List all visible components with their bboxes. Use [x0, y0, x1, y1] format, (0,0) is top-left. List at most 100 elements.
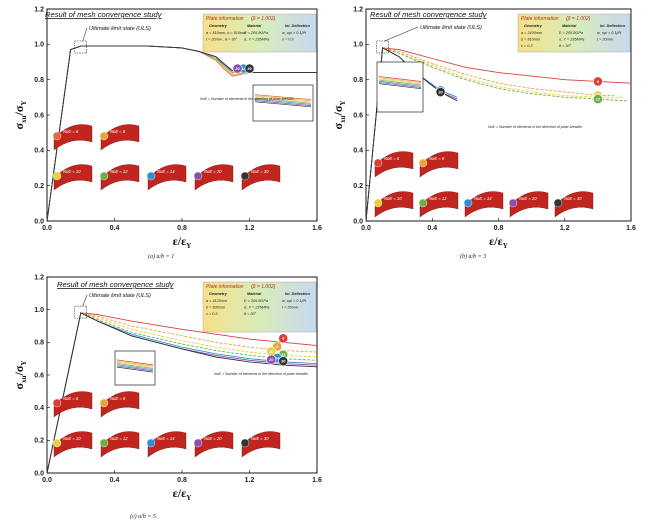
x-tick-label: 0.8 [494, 225, 504, 232]
zoom-line-noe-10 [378, 78, 422, 85]
mesh-plate-shape [241, 164, 281, 191]
uls-pointer [82, 294, 88, 307]
mesh-plate-shape [53, 164, 93, 191]
mesh-noe-label: NoE = 8 [110, 396, 126, 401]
zoom-line-noe-20 [116, 365, 154, 372]
y-tick-label: 0.2 [353, 183, 363, 190]
curve-marker-noe-12 [592, 94, 603, 104]
y-axis-label: σxu/σY [331, 101, 347, 130]
info-box-line: a = 810mm, b = 810mm [206, 31, 246, 35]
info-box-line: θ = 30° [559, 44, 572, 48]
mesh-image: NoE = 8 [99, 391, 140, 418]
chart-title: Result of mesh convergence study [45, 10, 163, 19]
curve-marker-label: 6 [282, 337, 285, 341]
info-box [202, 281, 317, 333]
mesh-marker [146, 438, 156, 448]
info-box-col-heading: Geometry [209, 24, 228, 28]
series-line-noe-10 [46, 312, 318, 474]
mesh-noe-label: NoE = 12 [110, 169, 128, 174]
y-tick-label: 1.0 [353, 42, 363, 49]
mesh-marker [193, 438, 203, 448]
zoom-line-noe-20 [378, 82, 422, 88]
mesh-marker [52, 131, 62, 141]
panel-caption: (a) a/b = 1 [148, 253, 174, 260]
mesh-image: NoE = 12 [99, 431, 140, 458]
x-tick-label: 0.8 [177, 477, 187, 484]
x-tick-label: 0.4 [110, 477, 120, 484]
mesh-noe-label: NoE = 6 [384, 156, 400, 161]
curve-marker-label: 30 [247, 67, 252, 71]
curve-marker-label: 8 [276, 345, 279, 349]
mesh-noe-label: NoE = 20 [204, 169, 222, 174]
mesh-image: NoE = 30 [240, 164, 281, 191]
x-axis-label: ε/εY [489, 234, 508, 250]
info-box-line: a = 4120mm [206, 299, 227, 303]
info-box-line: ν = 0.3 [521, 44, 533, 48]
info-box-col-heading: Ini. Deflection [600, 24, 626, 28]
zoom-line-noe-14 [116, 364, 154, 371]
uls-marker-box [376, 40, 389, 54]
mesh-noe-label: NoE = 12 [110, 436, 128, 441]
mesh-marker [193, 171, 203, 181]
y-axis-label: σxu/σY [12, 361, 28, 390]
zoom-line-noe-6 [378, 76, 422, 82]
mesh-noe-label: NoE = 14 [474, 196, 492, 201]
chart-panel-3: 0.0 0.2 0.4 0.6 0.8 1.0 1.2 0.0 0.4 0.8 1.2 1.6 ε/εY… [12, 274, 322, 520]
zoom-line-noe-6 [116, 359, 154, 366]
series-line-noe-8 [46, 312, 318, 474]
x-tick-label: 1.6 [312, 477, 322, 484]
mesh-image: NoE = 14 [146, 164, 187, 191]
mesh-marker [373, 158, 383, 168]
noe-note: NoE = Number of elements in the directio… [214, 372, 308, 376]
series-line-noe-6 [365, 47, 632, 222]
info-box-col-heading: Geometry [209, 292, 228, 296]
info-box-line: θ = 30° [244, 312, 257, 316]
mesh-noe-label: NoE = 10 [63, 436, 81, 441]
curve-marker-noe-30 [278, 356, 289, 367]
mesh-noe-label: NoE = 30 [564, 196, 582, 201]
zoom-inset [114, 350, 156, 386]
mesh-plate-shape [554, 191, 594, 218]
mesh-image: NoE = 20 [193, 431, 234, 458]
zoom-line-noe-6 [254, 94, 312, 100]
mesh-plate-shape [53, 431, 93, 458]
curve-marker-noe-20 [232, 63, 243, 74]
x-tick-label: 0.0 [361, 225, 371, 232]
mesh-plate-shape [100, 124, 140, 151]
mesh-noe-label: NoE = 8 [429, 156, 445, 161]
info-box-col-heading: Material [247, 24, 262, 28]
mesh-plate-shape [53, 124, 93, 151]
mesh-noe-label: NoE = 10 [63, 169, 81, 174]
mesh-image: NoE = 10 [52, 431, 93, 458]
mesh-image: NoE = 14 [146, 431, 187, 458]
info-box-col-heading: Material [562, 24, 577, 28]
mesh-marker [52, 171, 62, 181]
mesh-plate-shape [419, 151, 459, 178]
mesh-image: NoE = 6 [52, 124, 93, 151]
panel-caption: (c) a/b = 5 [130, 513, 156, 520]
mesh-marker [99, 438, 109, 448]
mesh-marker [99, 171, 109, 181]
x-tick-label: 1.2 [560, 225, 570, 232]
mesh-plate-shape [100, 164, 140, 191]
mesh-plate-shape [53, 391, 93, 418]
mesh-image: NoE = 14 [463, 191, 504, 218]
uls-pointer [384, 26, 419, 42]
mesh-noe-label: NoE = 6 [63, 396, 79, 401]
zoom-line-noe-12 [378, 79, 422, 86]
mesh-marker [52, 398, 62, 408]
mesh-plate-shape [147, 164, 187, 191]
chart-title: Result of mesh convergence study [370, 10, 488, 19]
info-box-header: Plate information [206, 284, 244, 290]
mesh-noe-label: NoE = 10 [384, 196, 402, 201]
x-tick-label: 0.0 [42, 225, 52, 232]
x-tick-label: 1.6 [312, 225, 322, 232]
mesh-marker [418, 198, 428, 208]
mesh-marker [373, 198, 383, 208]
mesh-image: NoE = 30 [553, 191, 594, 218]
mesh-plate-shape [194, 431, 234, 458]
zoom-line-noe-10 [254, 96, 312, 103]
info-box-beta: (β = 1.002) [251, 16, 276, 22]
mesh-noe-label: NoE = 14 [157, 169, 175, 174]
